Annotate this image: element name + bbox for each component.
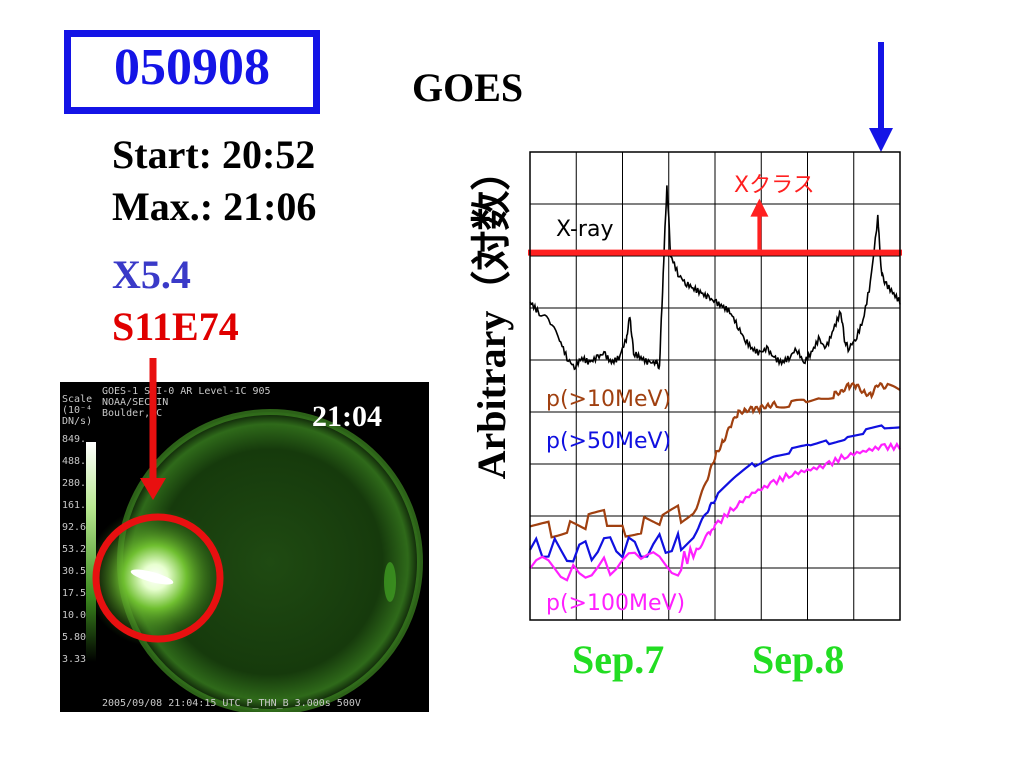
sxi-scale-value: 10.0 [62, 610, 87, 621]
flare-marker-overlay [92, 358, 224, 643]
sxi-header-line2: NOAA/SEC IN [102, 397, 169, 408]
sxi-scale-value: 53.2 [62, 544, 87, 555]
chart-series-layer [529, 185, 901, 582]
y-axis-label-wrap: Arbitrary（対数） [458, 150, 518, 480]
sxi-scale-value: 30.5 [62, 566, 87, 577]
threshold-label: Xクラス [734, 173, 815, 198]
series-label-p50: p(>50MeV) [546, 429, 671, 454]
chart-title: GOES [412, 65, 524, 110]
sun-disk-graphic [85, 409, 423, 712]
sxi-scale-value: 92.6 [62, 522, 87, 533]
series-line-p100 [529, 441, 901, 582]
x-tick-label-sep7: Sep.7 [572, 637, 665, 682]
series-line-p10 [529, 381, 901, 539]
sxi-scale-title-2: (10⁻⁴ [62, 405, 93, 416]
x-tick-label-sep8: Sep.8 [752, 637, 845, 682]
sxi-scale-value: 17.5 [62, 588, 87, 599]
sxi-scale-value: 5.80 [62, 632, 87, 643]
sxi-scale-value: 161. [62, 500, 87, 511]
chart-labels-layer: Xクラス X-ray p(>10MeV) p(>50MeV) p(>100MeV) [546, 173, 815, 616]
flare-time-arrow-icon [869, 42, 893, 152]
sxi-time-overlay: 21:04 [312, 400, 382, 433]
chart-frame [529, 151, 901, 621]
sxi-scale-value: 3.33 [62, 654, 87, 665]
series-label-p10: p(>10MeV) [546, 387, 671, 412]
event-id: 050908 [114, 39, 270, 96]
series-line-xray [529, 185, 901, 371]
goes-chart: Xクラス X-ray p(>10MeV) p(>50MeV) p(>100MeV) [528, 151, 902, 621]
flare-location: S11E74 [112, 304, 239, 349]
sxi-scale-title-3: DN/s) [62, 416, 93, 427]
flare-start-time: Start: 20:52 [112, 132, 316, 177]
flare-max-time: Max.: 21:06 [112, 184, 317, 229]
sxi-scale-value: 280. [62, 478, 87, 489]
chart-grid [530, 152, 900, 620]
x-class-arrowhead-icon [750, 198, 769, 217]
threshold-layer [528, 198, 902, 256]
sxi-solar-image: GOES-1 SXI-0 AR Level-1C 905 NOAA/SEC IN… [60, 382, 429, 712]
flare-class: X5.4 [112, 252, 191, 297]
y-axis-label: Arbitrary（対数） [469, 150, 514, 480]
series-label-xray: X-ray [556, 217, 613, 242]
event-id-box [64, 30, 320, 114]
series-line-p50 [529, 424, 901, 563]
sxi-header-line3: Boulder, C [102, 408, 163, 419]
series-label-p100: p(>100MeV) [546, 591, 685, 616]
x-axis-labels: Sep.7 Sep.8 [530, 636, 900, 686]
sxi-scale-value: 849. [62, 434, 87, 445]
sxi-header-line1: GOES-1 SXI-0 AR Level-1C 905 [102, 386, 271, 397]
flare-highlight-circle [92, 513, 224, 643]
sxi-scale-value: 488. [62, 456, 87, 467]
sxi-scale-title-1: Scale [62, 394, 93, 405]
sxi-footer: 2005/09/08 21:04:15 UTC P_THN_B 3.000s 5… [102, 698, 361, 709]
flare-pointer-arrowhead-icon [140, 478, 166, 500]
